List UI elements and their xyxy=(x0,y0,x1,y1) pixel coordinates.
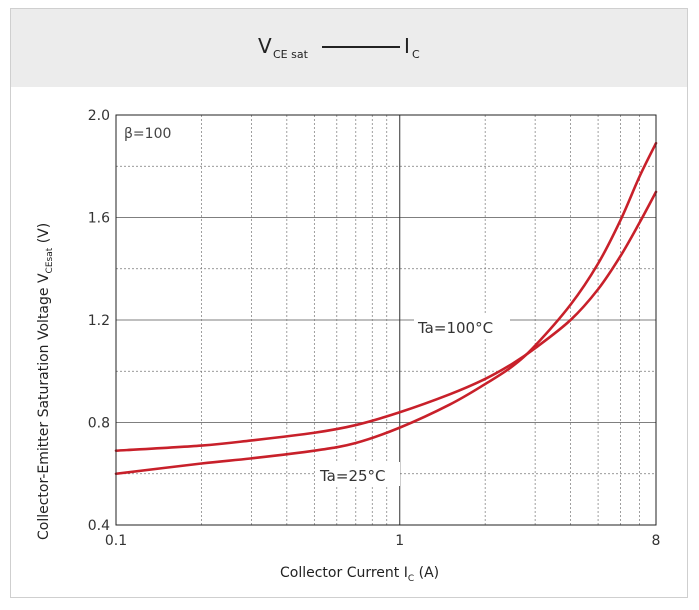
series-line-ta25 xyxy=(114,141,658,476)
chart-frame xyxy=(10,8,688,598)
label-25-bg xyxy=(316,462,400,486)
curves xyxy=(114,141,658,476)
series-line-ta100 xyxy=(114,190,658,452)
x-tick-label: 8 xyxy=(652,533,661,549)
series-label-100: Ta=100°C xyxy=(417,319,493,337)
y-tick-label: 0.8 xyxy=(88,416,110,432)
title-i: I xyxy=(404,34,410,58)
x-ticks: 0.1 1 8 xyxy=(105,533,661,549)
y-tick-label: 2.0 xyxy=(88,108,110,124)
y-axis-label: Collector-Emitter Saturation Voltage VCE… xyxy=(36,223,55,540)
plot-border xyxy=(115,114,657,526)
chart-title: V CE sat I C xyxy=(258,34,420,61)
x-tick-label: 0.1 xyxy=(105,533,127,549)
x-tick-label: 1 xyxy=(395,533,404,549)
beta-annotation: β=100 xyxy=(124,126,171,142)
y-ticks: 0.4 0.8 1.2 1.6 2.0 xyxy=(88,108,110,534)
title-v: V xyxy=(258,34,272,58)
label-100-bg xyxy=(414,314,510,338)
title-i-sub: C xyxy=(412,48,420,61)
series-label-25: Ta=25°C xyxy=(319,467,386,485)
y-tick-label: 1.2 xyxy=(88,313,110,329)
y-tick-label: 0.4 xyxy=(88,518,110,534)
x-axis-label: Collector Current IC (A) xyxy=(280,565,439,584)
title-v-sub: CE sat xyxy=(273,48,309,61)
y-tick-label: 1.6 xyxy=(88,211,110,227)
